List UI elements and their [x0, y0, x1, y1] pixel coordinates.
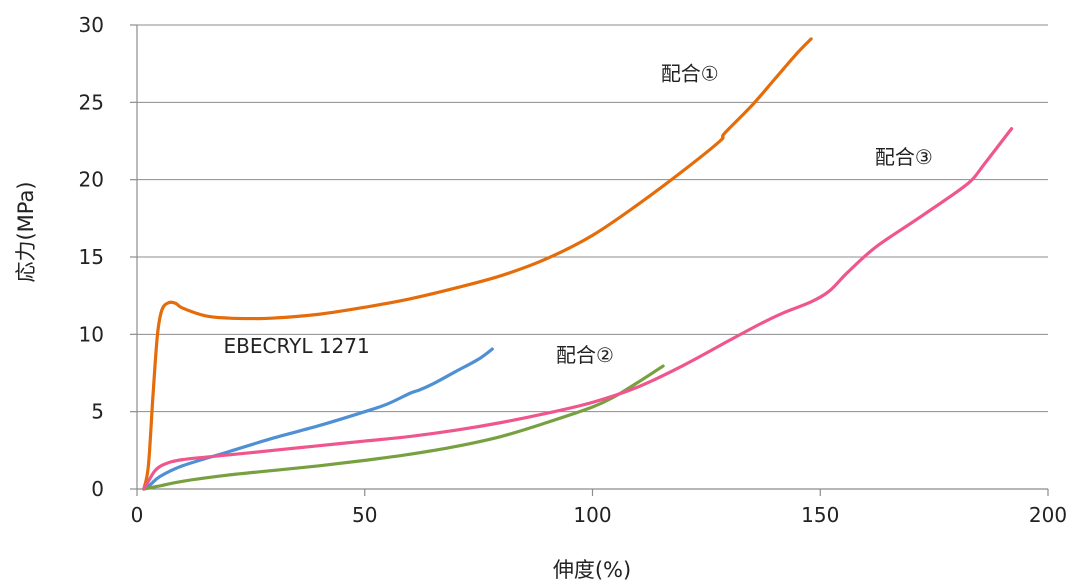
- series-line-3: [142, 364, 665, 491]
- x-axis-title: 伸度(%): [553, 558, 631, 582]
- series-annotation-2: 配合③: [875, 145, 933, 169]
- series-annotation-1: 配合①: [661, 62, 719, 86]
- series-lines: [142, 37, 1014, 491]
- series-annotation-4: 配合②: [556, 343, 614, 367]
- x-tick-label: 0: [131, 503, 144, 527]
- x-tick-label: 50: [352, 503, 377, 527]
- series-annotation-3: EBECRYL 1271: [224, 334, 370, 358]
- axes: 0 5 10 15 20 25 30 0 50 100 150 200: [79, 13, 1068, 527]
- y-tick-label: 15: [79, 245, 104, 269]
- x-tick-label: 100: [573, 503, 611, 527]
- y-tick-label: 20: [79, 168, 104, 192]
- series-line-1: [142, 37, 813, 491]
- y-tick-label: 30: [79, 13, 104, 37]
- gridlines: [137, 24, 1048, 413]
- y-tick-label: 25: [79, 90, 104, 114]
- x-tick-label: 200: [1029, 503, 1067, 527]
- y-axis-title: 応力(MPa): [14, 181, 38, 282]
- y-tick-label: 5: [91, 400, 104, 424]
- series-line-2: [142, 347, 494, 491]
- y-tick-label: 10: [79, 322, 104, 346]
- series-annotations: 配合① 配合③ EBECRYL 1271 配合②: [224, 62, 933, 367]
- x-tick-label: 150: [801, 503, 839, 527]
- y-tick-label: 0: [91, 477, 104, 501]
- series-line-4: [142, 127, 1014, 491]
